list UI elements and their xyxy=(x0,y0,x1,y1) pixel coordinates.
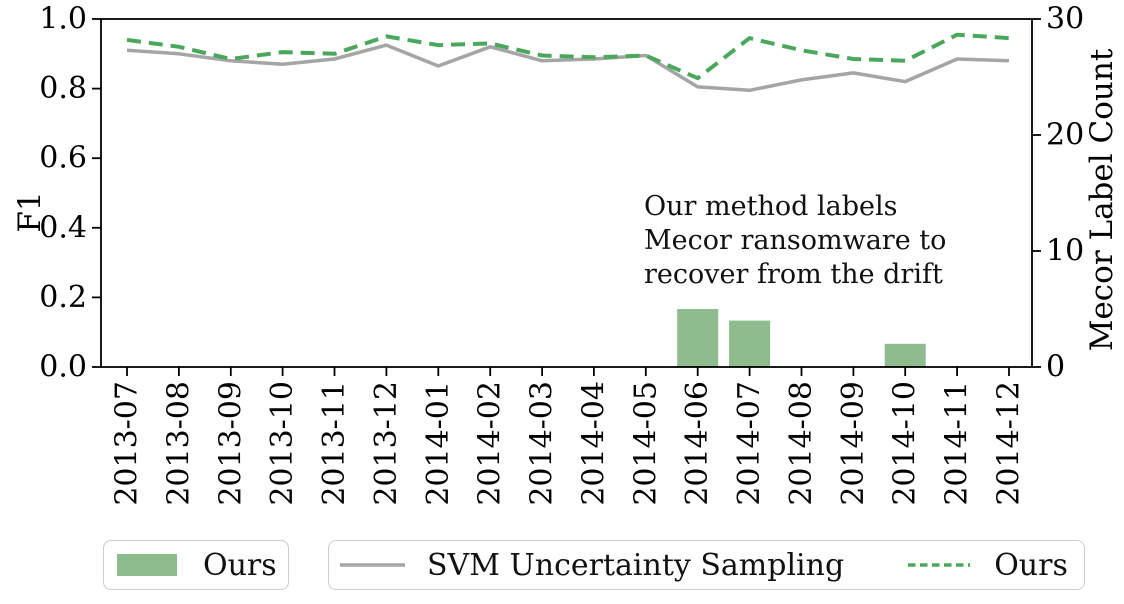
plot-frame xyxy=(100,18,1033,368)
legend-label-ours-line: Ours xyxy=(994,547,1068,583)
y-left-tick-label: 1.0 xyxy=(39,2,87,37)
line-svm xyxy=(126,43,1010,93)
annotation-line-3: recover from the drift xyxy=(644,259,943,290)
x-tick-label: 2013-12 xyxy=(369,381,404,506)
x-tick-label: 2013-10 xyxy=(265,381,300,506)
bar-2014-07 xyxy=(729,320,771,367)
right-axis-title: Mecor Label Count xyxy=(1084,48,1120,351)
left-axis-title: F1 xyxy=(12,191,48,232)
y-left-tick-label: 0.2 xyxy=(39,280,87,315)
y-left-tick-label: 0.4 xyxy=(39,210,87,245)
x-tick-label: 2013-07 xyxy=(110,381,145,506)
x-tick-label: 2014-09 xyxy=(836,381,871,506)
x-tick-label: 2014-07 xyxy=(732,381,767,506)
x-tick-label: 2014-06 xyxy=(680,381,715,506)
y-left-tick-label: 0.0 xyxy=(39,350,87,385)
legend-label-ours-bars: Ours xyxy=(203,547,277,583)
y-right-tick-label: 10 xyxy=(1046,234,1084,269)
x-tick-label: 2013-08 xyxy=(161,381,196,506)
y-right-tick-label: 30 xyxy=(1046,2,1084,37)
x-tick-label: 2014-08 xyxy=(784,381,819,506)
annotation-line-1: Our method labels xyxy=(644,191,898,222)
legend-lines-box: SVM Uncertainty Sampling Ours xyxy=(328,540,1085,590)
solid-line-swatch-icon xyxy=(340,563,405,567)
y-right-tick-label: 20 xyxy=(1046,118,1084,153)
x-tick-label: 2014-12 xyxy=(992,381,1027,506)
annotation-line-2: Mecor ransomware to xyxy=(644,225,947,256)
x-tick-label: 2013-11 xyxy=(317,381,352,506)
y-left-tick-label: 0.6 xyxy=(39,141,87,176)
y-right-tick-label: 0 xyxy=(1046,350,1065,385)
x-tick-label: 2014-10 xyxy=(888,381,923,506)
bar-swatch-icon xyxy=(117,554,177,576)
bar-2014-06 xyxy=(677,309,719,367)
line-ours xyxy=(126,32,1010,81)
dashed-line-swatch-icon xyxy=(908,563,971,567)
x-tick-label: 2014-03 xyxy=(525,381,560,506)
legend-label-svm: SVM Uncertainty Sampling xyxy=(427,547,845,583)
x-tick-label: 2014-02 xyxy=(473,381,508,506)
legend-bars-box: Ours xyxy=(103,540,289,590)
y-left-tick-label: 0.8 xyxy=(39,71,87,106)
bar-2014-10 xyxy=(884,343,926,367)
x-tick-label: 2014-04 xyxy=(576,381,611,506)
x-tick-label: 2014-11 xyxy=(940,381,975,506)
x-tick-label: 2014-05 xyxy=(628,381,663,506)
x-tick-label: 2014-01 xyxy=(421,381,456,506)
x-tick-label: 2013-09 xyxy=(213,381,248,506)
annotation: Our method labels Mecor ransomware to re… xyxy=(644,190,946,292)
